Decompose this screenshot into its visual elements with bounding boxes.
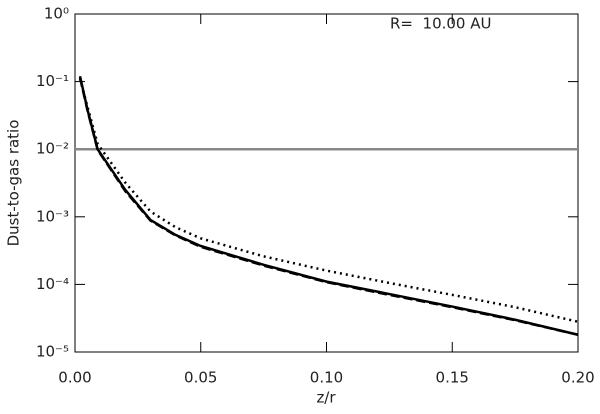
x-tick-label: 0.10 — [310, 369, 343, 387]
plot-frame — [74, 13, 579, 353]
x-tick-label: 0.05 — [184, 369, 217, 387]
x-tick-label: 0.20 — [561, 369, 594, 387]
y-axis-label: Dust-to-gas ratio — [5, 120, 23, 247]
data-line — [78, 77, 579, 336]
y-tick-label: 10⁻¹ — [36, 72, 69, 90]
y-tick-label: 10⁰ — [44, 5, 69, 23]
y-tick-label: 10⁻⁵ — [36, 343, 69, 361]
y-tick-label: 10⁻³ — [36, 207, 69, 225]
data-line — [78, 75, 579, 336]
annotation: R= 10.00 AU — [390, 15, 491, 33]
data-line — [78, 78, 579, 323]
x-tick-label: 0.15 — [436, 369, 469, 387]
x-tick-label: 0.00 — [58, 369, 91, 387]
y-tick-label: 10⁻² — [36, 140, 69, 158]
x-axis-label: z/r — [316, 389, 336, 407]
y-tick-label: 10⁻⁴ — [36, 275, 69, 293]
